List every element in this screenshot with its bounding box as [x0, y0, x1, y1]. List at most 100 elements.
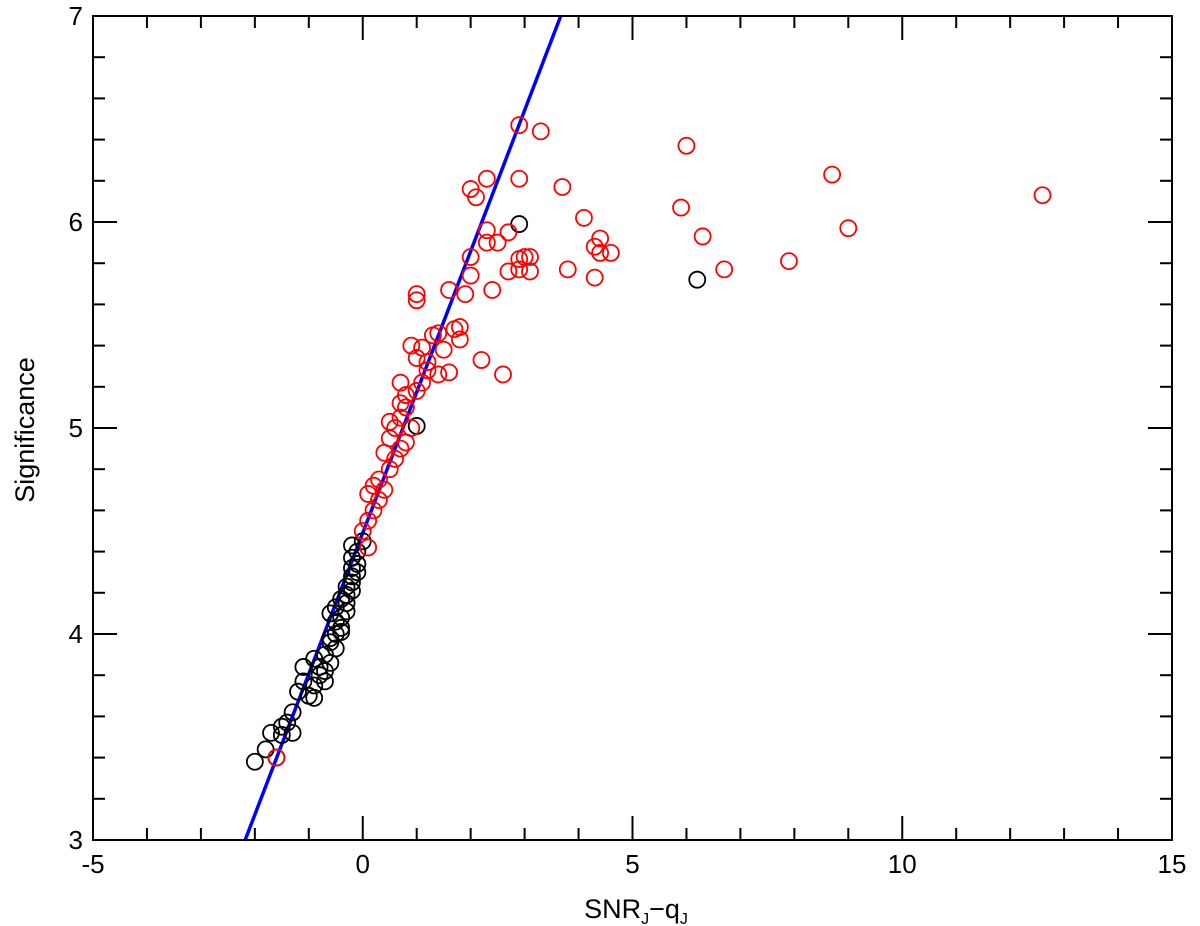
red-point [391, 439, 410, 458]
black-point [343, 581, 361, 600]
black-point [337, 577, 356, 596]
red-point [677, 136, 696, 155]
y-axis-title: Significance [10, 357, 40, 503]
x-tick-label: 0 [356, 849, 370, 879]
red-point [575, 208, 593, 227]
black-point [343, 573, 361, 592]
y-tick-label: 5 [69, 413, 83, 443]
black-point [688, 270, 707, 289]
black-point [343, 567, 361, 586]
red-point [531, 122, 550, 141]
black-point [278, 713, 297, 732]
red-point [839, 219, 858, 238]
red-point [488, 233, 507, 252]
black-point [305, 676, 324, 695]
black-point [283, 723, 302, 742]
red-point [391, 408, 410, 427]
black-point [289, 682, 307, 701]
red-point [823, 165, 842, 184]
black-point [294, 672, 313, 691]
x-tick-label: 5 [625, 849, 639, 879]
black-point [353, 532, 372, 551]
black-point [343, 548, 361, 567]
red-point [397, 398, 415, 417]
black-point [283, 703, 302, 722]
red-point [364, 476, 383, 495]
red-point [440, 281, 458, 299]
red-point [353, 522, 372, 540]
y-tick-label: 6 [69, 207, 83, 237]
black-point [326, 639, 345, 658]
red-point [510, 169, 529, 188]
red-point [510, 260, 529, 279]
red-point [364, 501, 383, 520]
red-point [450, 330, 469, 349]
red-point [407, 291, 426, 310]
red-point [472, 351, 491, 369]
black-point [348, 555, 367, 573]
x-tick-label: -5 [81, 849, 104, 879]
red-point [413, 373, 431, 392]
red-point [397, 386, 415, 404]
x-axis-title-sub1: J [641, 911, 649, 926]
red-point [267, 748, 286, 767]
red-point [602, 243, 620, 262]
red-point [477, 221, 496, 240]
red-point [370, 470, 388, 489]
black-point [245, 752, 264, 771]
black-point [337, 585, 356, 604]
red-point [591, 229, 610, 248]
red-point [477, 233, 496, 252]
red-point [494, 365, 512, 384]
x-axis-title-sub2: J [680, 911, 688, 926]
black-point [332, 618, 351, 637]
red-point [585, 268, 604, 287]
x-axis-title-mid: −q [649, 894, 680, 924]
labels-layer: Significance SNRJ−qJ [10, 357, 688, 926]
x-tick-label: 15 [1158, 849, 1187, 879]
red-point [407, 285, 426, 304]
red-point [553, 178, 572, 196]
red-point [1033, 186, 1052, 205]
black-point [305, 688, 324, 707]
red-point [402, 336, 421, 355]
red-point [510, 116, 529, 135]
red-point [467, 188, 485, 207]
red-point [558, 260, 577, 279]
red-point [413, 338, 431, 357]
red-point [386, 449, 405, 468]
axes-layer: -5 0 5 10 15 3 4 5 6 7 [69, 1, 1187, 879]
points-layer [245, 116, 1052, 771]
red-point [477, 169, 496, 188]
black-point [510, 215, 529, 233]
red-point [780, 252, 798, 271]
black-point [332, 623, 351, 641]
red-point [450, 318, 469, 336]
red-point [461, 248, 480, 266]
red-point [499, 262, 518, 281]
red-point [461, 266, 480, 285]
red-point [391, 373, 410, 392]
red-point [380, 460, 399, 479]
black-point [316, 662, 334, 680]
black-point [343, 559, 361, 577]
black-point [272, 726, 291, 744]
red-point [715, 260, 734, 279]
y-tick-label: 7 [69, 1, 83, 31]
red-point [672, 198, 690, 217]
black-point [348, 542, 367, 561]
red-point [693, 227, 712, 246]
red-point [434, 340, 453, 359]
plot-frame [92, 15, 1173, 841]
y-tick-label: 4 [69, 619, 83, 649]
red-point [499, 223, 518, 242]
black-point [256, 740, 275, 759]
red-point [521, 248, 539, 266]
black-point [272, 717, 291, 736]
x-axis-title: SNRJ−qJ [584, 894, 688, 926]
y-tick-label: 3 [69, 825, 83, 855]
red-point [456, 285, 475, 304]
red-point [359, 511, 378, 530]
red-point [429, 365, 448, 384]
